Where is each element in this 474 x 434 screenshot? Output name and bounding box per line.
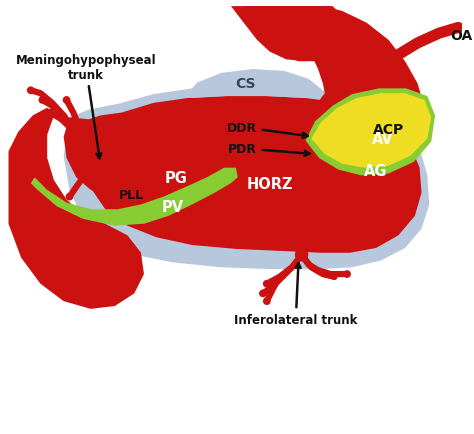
Polygon shape xyxy=(305,89,435,176)
Polygon shape xyxy=(231,7,344,62)
Polygon shape xyxy=(9,108,144,309)
Text: PV: PV xyxy=(162,199,184,214)
Text: CS: CS xyxy=(235,77,256,91)
Text: PG: PG xyxy=(164,171,187,185)
Circle shape xyxy=(46,109,54,117)
Text: AG: AG xyxy=(365,164,388,179)
Text: OA: OA xyxy=(451,29,473,43)
Polygon shape xyxy=(311,94,431,168)
Circle shape xyxy=(263,298,271,305)
Polygon shape xyxy=(31,168,238,226)
Circle shape xyxy=(295,248,309,262)
Text: DDR: DDR xyxy=(227,121,308,138)
Circle shape xyxy=(63,97,71,105)
Text: AV: AV xyxy=(372,132,394,147)
Circle shape xyxy=(259,290,267,298)
Circle shape xyxy=(65,194,73,201)
Circle shape xyxy=(343,270,351,278)
Circle shape xyxy=(263,280,271,288)
Polygon shape xyxy=(244,7,344,62)
Text: HORZ: HORZ xyxy=(246,176,293,191)
Text: PDR: PDR xyxy=(228,142,310,156)
Circle shape xyxy=(38,97,46,105)
Text: PLL: PLL xyxy=(119,189,144,202)
Circle shape xyxy=(27,87,35,95)
Polygon shape xyxy=(83,97,421,253)
Polygon shape xyxy=(305,7,424,181)
Text: ACP: ACP xyxy=(373,123,404,137)
Polygon shape xyxy=(185,70,323,99)
Polygon shape xyxy=(64,87,429,270)
Text: Meningohypophyseal
trunk: Meningohypophyseal trunk xyxy=(16,53,156,159)
Text: Inferolateral trunk: Inferolateral trunk xyxy=(234,263,357,326)
Polygon shape xyxy=(64,118,137,197)
